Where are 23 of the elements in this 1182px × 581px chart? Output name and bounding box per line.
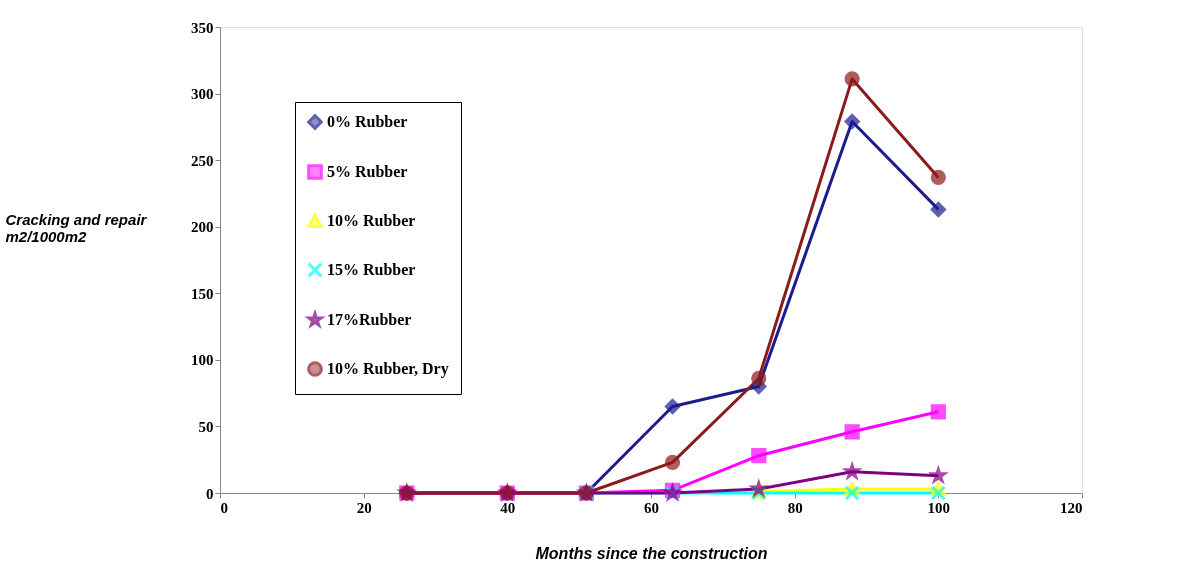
x-tick-label: 120 xyxy=(1060,499,1083,516)
legend-label: 17%Rubber xyxy=(327,311,412,328)
x-tick-label: 80 xyxy=(787,499,803,516)
x-tick-label: 100 xyxy=(927,499,951,516)
legend-label: 10% Rubber xyxy=(327,212,416,229)
legend-label: 0% Rubber xyxy=(327,113,408,130)
y-tick-label: 50 xyxy=(198,418,214,435)
y-tick-label: 250 xyxy=(191,152,214,169)
y-tick-label: 300 xyxy=(191,86,214,103)
y-tick-label: 0 xyxy=(206,485,214,502)
y-axis-title: Cracking and repair m2/1000m2 xyxy=(5,210,148,245)
x-axis-title: Months since the construction xyxy=(535,544,768,562)
x-tick-label: 40 xyxy=(500,499,516,516)
y-tick-label: 350 xyxy=(191,19,214,36)
legend-label: 10% Rubber, Dry xyxy=(327,360,449,378)
x-tick-label: 20 xyxy=(356,499,372,516)
y-tick-label: 150 xyxy=(191,285,214,302)
legend-label: 5% Rubber xyxy=(327,163,408,180)
legend-label: 15% Rubber xyxy=(327,261,416,278)
x-tick-label: 60 xyxy=(644,499,659,516)
y-tick-label: 100 xyxy=(191,352,214,369)
x-tick-label: 0 xyxy=(220,499,228,516)
y-tick-label: 200 xyxy=(191,219,214,236)
